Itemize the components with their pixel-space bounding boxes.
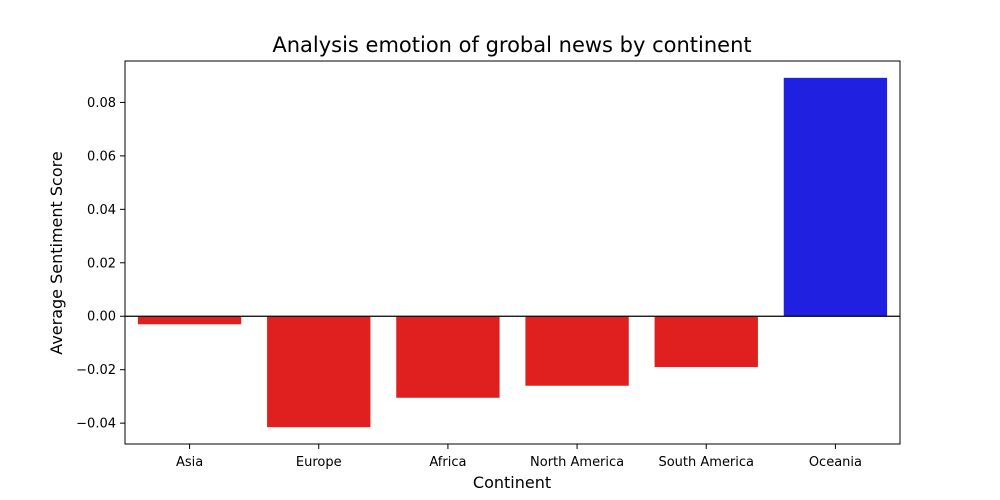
y-tick-label: 0.06: [87, 149, 116, 164]
y-axis-title: Average Sentiment Score: [47, 151, 66, 354]
x-tick-label: Asia: [176, 455, 203, 470]
x-tick-label: Europe: [296, 455, 342, 470]
y-tick-label: 0.02: [87, 256, 116, 271]
x-tick-label: North America: [530, 455, 624, 470]
bar-south-america: [654, 316, 758, 368]
chart-title: Analysis emotion of grobal news by conti…: [272, 33, 751, 57]
bar-north-america: [525, 316, 629, 386]
y-tick-label: 0.00: [87, 310, 116, 325]
bar-africa: [396, 316, 500, 398]
x-tick-label: South America: [658, 455, 754, 470]
y-tick-label: 0.04: [87, 203, 116, 218]
x-axis: Asia Europe Africa North America South Ameri…: [176, 444, 862, 470]
bar-asia: [137, 316, 242, 325]
y-axis: −0.04 −0.02 0.00 0.02 0.04 0.06 0.08: [76, 96, 125, 432]
x-axis-title: Continent: [473, 473, 551, 492]
x-tick-label: Africa: [429, 455, 466, 470]
y-tick-label: 0.08: [87, 96, 116, 111]
y-tick-label: −0.02: [76, 363, 116, 378]
bar-europe: [267, 316, 371, 428]
bars: [137, 77, 888, 428]
x-tick-label: Oceania: [809, 455, 862, 470]
bar-oceania: [783, 77, 888, 317]
plot-frame: [124, 60, 901, 445]
y-tick-label: −0.04: [76, 417, 116, 432]
